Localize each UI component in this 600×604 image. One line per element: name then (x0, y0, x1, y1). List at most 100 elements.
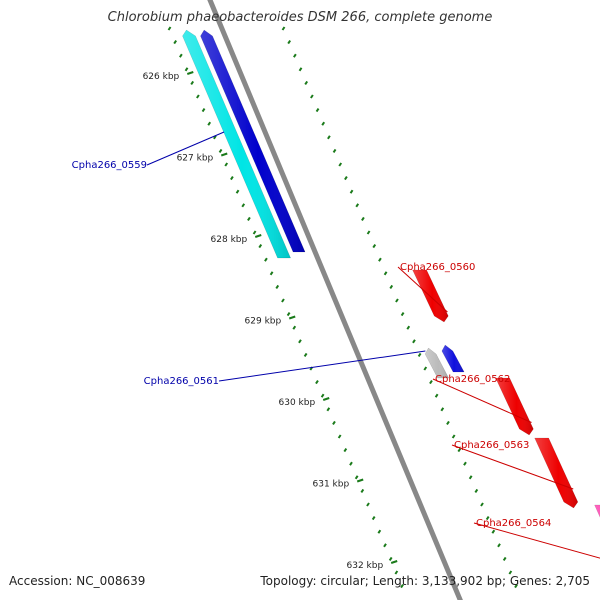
gene-feature[interactable] (441, 344, 465, 373)
kbp-tick-label: 632 kbp (347, 561, 384, 571)
gene-feature[interactable] (182, 29, 291, 259)
tick-dot-right (468, 475, 473, 480)
kbp-tick-mark (322, 397, 330, 401)
tick-dot-left (326, 407, 331, 412)
tick-dot-left (281, 298, 285, 303)
tick-dot-left (258, 244, 263, 249)
gene-feature[interactable] (424, 347, 450, 379)
genome-backbone (207, 0, 465, 604)
tick-dot-left (286, 312, 291, 317)
gene-feature[interactable] (495, 377, 534, 436)
tick-dot-right (389, 284, 394, 289)
gene-feature[interactable] (594, 504, 600, 600)
gene-feature[interactable] (534, 437, 579, 509)
tick-dot-left (213, 135, 217, 140)
tick-dot-right (434, 393, 439, 398)
kbp-tick-label: 630 kbp (279, 398, 316, 408)
tick-dot-left (303, 352, 308, 357)
tick-dot-left (332, 420, 336, 425)
tick-dot-left (298, 339, 302, 344)
gene-label-leader (218, 350, 426, 382)
kbp-tick-label: 629 kbp (245, 317, 282, 327)
tick-dot-left (218, 148, 223, 153)
tick-dot-left (190, 80, 195, 85)
tick-dot-right (327, 135, 331, 140)
tick-dot-left (349, 461, 353, 466)
tick-dot-left (167, 26, 172, 31)
tick-dot-left (173, 40, 178, 45)
gene-arrow-shade (425, 348, 449, 378)
tick-dot-right (400, 312, 405, 317)
gene-arrow-shade (534, 438, 578, 508)
tick-dot-right (429, 380, 433, 385)
gene-label-leader (432, 378, 532, 423)
tick-dot-right (321, 121, 326, 126)
gene-arrow-shade (594, 505, 600, 518)
tick-dot-right (474, 488, 479, 493)
tick-dot-left (235, 189, 240, 194)
tick-dot-right (372, 244, 377, 249)
gene-feature[interactable] (200, 29, 306, 253)
tick-dot-right (491, 529, 496, 534)
tick-dot-right (349, 189, 354, 194)
tick-dot-right (514, 584, 518, 589)
gene-label[interactable]: Cpha266_0564 (476, 518, 551, 529)
tick-dot-right (315, 108, 320, 113)
tick-dot-right (344, 176, 348, 181)
tick-dot-left (275, 284, 280, 289)
gene-label[interactable]: Cpha266_0563 (454, 440, 529, 451)
gene-label[interactable]: Cpha266_0559 (72, 160, 147, 171)
tick-dot-right (338, 162, 343, 167)
gene-labels: Cpha266_0559 Cpha266_0560 Cpha266_0561 Cpha… (72, 131, 600, 559)
gene-arrow-shade (441, 345, 465, 372)
tick-dot-left (292, 325, 297, 330)
tick-dot-left (201, 108, 206, 113)
tick-dot-left (196, 94, 200, 99)
tick-dot-right (332, 148, 337, 153)
tick-dot-right (440, 407, 445, 412)
tick-dot-left (337, 434, 342, 439)
kbp-tick-mark (220, 152, 228, 157)
gene-label-leader (146, 131, 225, 166)
tick-dot-right (383, 271, 388, 276)
tick-dot-right (378, 257, 382, 262)
tick-dot-left (224, 162, 229, 167)
tick-dot-right (497, 543, 501, 548)
tick-dot-left (315, 380, 319, 385)
tick-dot-right (293, 53, 297, 58)
tick-dot-left (343, 448, 348, 453)
genome-title: Chlorobium phaeobacteroides DSM 266, com… (107, 10, 493, 25)
gene-arrow-shade (182, 30, 291, 258)
tick-dot-right (366, 230, 371, 235)
tick-dot-left (179, 53, 183, 58)
gene-label[interactable]: Cpha266_0560 (400, 262, 475, 273)
tick-dot-left (377, 529, 382, 534)
gene-label[interactable]: Cpha266_0562 (435, 374, 510, 385)
tick-dot-left (388, 556, 393, 561)
tick-dot-right (417, 352, 422, 357)
tick-dot-right (423, 366, 428, 371)
gene-features (182, 29, 600, 600)
tick-dot-right (412, 339, 416, 344)
tick-dot-left (371, 516, 376, 521)
tick-dot-right (480, 502, 484, 507)
tick-dot-right (395, 298, 399, 303)
gene-label[interactable]: Cpha266_0561 (144, 376, 219, 387)
tick-dot-left (394, 570, 399, 575)
tick-dot-right (298, 67, 303, 72)
tick-dot-left (383, 543, 387, 548)
kbp-tick-mark (390, 560, 398, 564)
kbp-tick-mark (186, 71, 194, 75)
kbp-tick-label: 627 kbp (177, 154, 214, 164)
tick-dot-right (508, 570, 513, 575)
tick-dot-left (241, 203, 246, 208)
tick-dot-left (360, 488, 365, 493)
tick-dot-tracks (167, 26, 518, 589)
gene-arrow[interactable] (594, 504, 600, 600)
tick-dot-right (304, 80, 309, 85)
gene-arrow-shade (200, 30, 306, 252)
tick-dot-left (366, 502, 370, 507)
tick-dot-right (502, 556, 507, 561)
tick-dot-right (281, 26, 286, 31)
